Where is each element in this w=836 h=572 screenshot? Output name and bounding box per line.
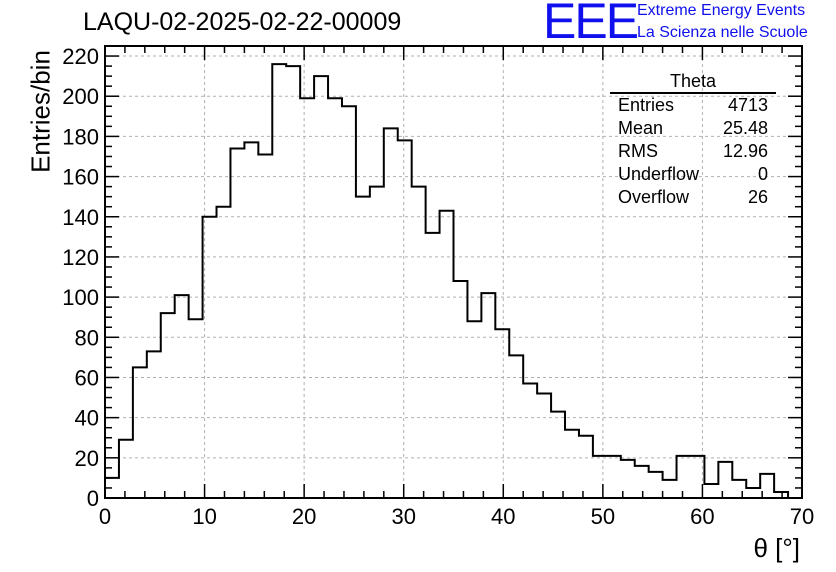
y-tick-label: 100 [62, 285, 99, 310]
axis-tick-labels: 0 10 20 30 40 50 60 70 0 20 40 60 80 100 120 140 160 180 2… [62, 44, 814, 529]
y-tick-label: 80 [75, 325, 99, 350]
histogram-bin [523, 383, 537, 498]
y-axis-label: Entries/bin [25, 50, 56, 173]
histogram-bin [147, 351, 161, 498]
stats-value: 26 [747, 187, 768, 207]
stats-row-rms: RMS 12.96 [610, 140, 776, 163]
histogram-bin [286, 66, 300, 498]
y-tick-label: 180 [62, 124, 99, 149]
histogram-bin [704, 484, 718, 498]
histogram-bin [509, 355, 523, 498]
histogram-bin [398, 140, 412, 498]
histogram-bin [481, 293, 495, 498]
y-tick-label: 220 [62, 44, 99, 69]
histogram-bin [454, 281, 468, 498]
stats-label: Entries [618, 95, 675, 115]
x-tick-label: 10 [192, 504, 216, 529]
histogram-bin [607, 456, 621, 498]
histogram-bin [133, 367, 147, 498]
y-tick-label: 140 [62, 205, 99, 230]
histogram-bin [593, 456, 607, 498]
eee-logo: EEE [543, 0, 639, 49]
stats-label: RMS [618, 141, 658, 161]
histogram-bin [384, 128, 398, 498]
stats-value: 12.96 [722, 141, 768, 161]
histogram-outline [104, 63, 802, 499]
stats-label: Overflow [618, 187, 690, 207]
histogram-bin [175, 295, 189, 498]
stats-row-underflow: Underflow 0 [610, 163, 776, 186]
stats-label: Mean [618, 118, 664, 138]
histogram-bin [663, 480, 677, 498]
plot-frame [104, 45, 803, 499]
histogram-bin [189, 319, 203, 498]
histogram-bin [342, 106, 356, 498]
x-tick-label: 70 [790, 504, 814, 529]
x-tick-label: 60 [690, 504, 714, 529]
histogram-bin [203, 217, 217, 498]
stats-value: 25.48 [722, 118, 768, 138]
histogram-bin [579, 436, 593, 498]
stats-label: Underflow [618, 164, 700, 184]
stats-value: 4713 [727, 95, 768, 115]
histogram-bin [217, 207, 231, 498]
histogram-bin [161, 313, 175, 498]
stats-title: Theta [610, 70, 776, 94]
histogram-bin [440, 211, 454, 498]
histogram-bin [551, 412, 565, 498]
histogram-bin [649, 472, 663, 498]
y-tick-label: 0 [87, 486, 99, 511]
histogram-bin [412, 187, 426, 498]
x-tick-label: 0 [99, 504, 111, 529]
stats-row-overflow: Overflow 26 [610, 186, 776, 209]
histogram-bin [244, 142, 258, 498]
y-tick-label: 200 [62, 84, 99, 109]
y-tick-label: 20 [75, 446, 99, 471]
histogram-bin [495, 329, 509, 498]
axis-ticks [104, 45, 803, 499]
logo-line-1: Extreme Energy Events [637, 2, 806, 19]
x-tick-label: 50 [591, 504, 615, 529]
logo-line-2: La Scienza nelle Scuole [637, 24, 808, 41]
histogram-bin [467, 321, 481, 498]
histogram-series [104, 63, 802, 499]
histogram-bin [732, 480, 746, 498]
x-axis-label: θ [°] [753, 533, 800, 563]
histogram-bin [328, 98, 342, 498]
histogram-bin [230, 148, 244, 498]
histogram-bin [426, 233, 440, 498]
histogram-bin [314, 76, 328, 498]
x-tick-label: 40 [491, 504, 515, 529]
x-tick-label: 20 [292, 504, 316, 529]
histogram-bin [537, 394, 551, 498]
x-tick-label: 30 [391, 504, 415, 529]
histogram-bin [300, 98, 314, 498]
histogram-bin [272, 64, 286, 498]
y-tick-label: 40 [75, 406, 99, 431]
histogram-bin [370, 187, 384, 498]
histogram-bin [356, 197, 370, 498]
histogram-bin [565, 430, 579, 498]
stats-row-mean: Mean 25.48 [610, 117, 776, 140]
y-tick-label: 160 [62, 165, 99, 190]
histogram-bin [635, 466, 649, 498]
y-tick-label: 120 [62, 245, 99, 270]
histogram-bin [718, 462, 732, 498]
histogram-bin [677, 456, 691, 498]
stats-row-entries: Entries 4713 [610, 94, 776, 117]
histogram-bin [746, 488, 760, 498]
stats-value: 0 [757, 164, 768, 184]
histogram-bin [119, 440, 133, 498]
chart-title: LAQU-02-2025-02-22-00009 [83, 8, 402, 36]
stats-box: Theta Entries 4713 Mean 25.48 RMS 12.96 Und… [610, 70, 776, 209]
y-tick-label: 60 [75, 365, 99, 390]
histogram-bin [258, 154, 272, 498]
